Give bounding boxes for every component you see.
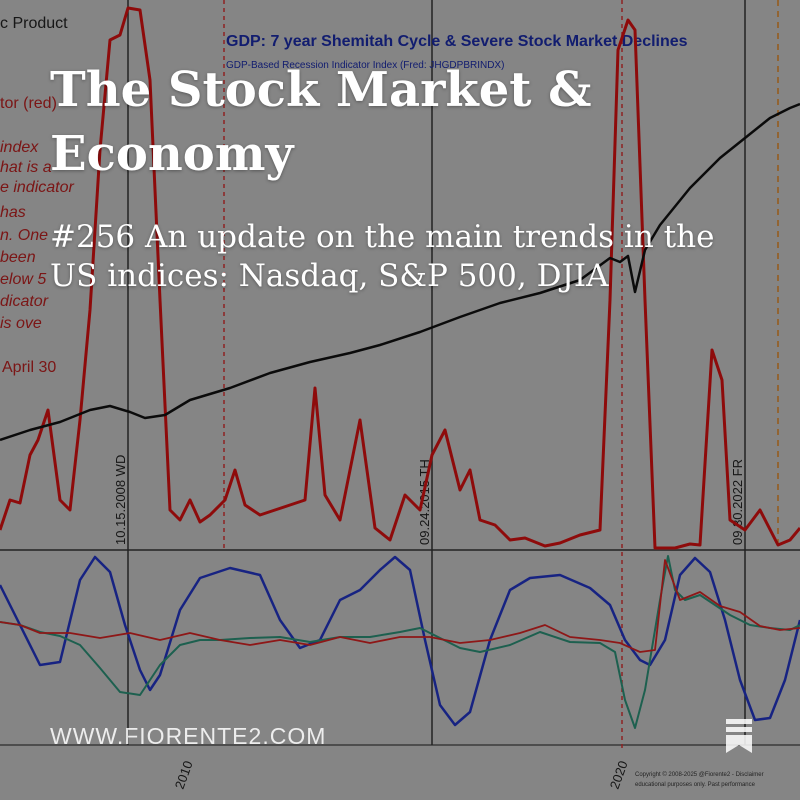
chart-title: GDP: 7 year Shemitah Cycle & Severe Stoc… bbox=[226, 33, 688, 50]
left-text: is ove bbox=[0, 315, 42, 332]
left-text: been bbox=[0, 249, 36, 266]
cycle-label-2015: 09.24.2015 TH bbox=[417, 459, 432, 545]
gdp-line bbox=[0, 102, 800, 442]
bookmark-icon[interactable] bbox=[726, 719, 752, 753]
cycle-label-2022: 09.30.2022 FR bbox=[730, 459, 745, 545]
copyright-text: Copyright © 2008-2025 @Fiorente2 - Discl… bbox=[635, 771, 764, 778]
left-text: e indicator bbox=[0, 179, 74, 196]
oscillator-blue-line bbox=[0, 555, 800, 727]
post-title: The Stock Market & Economy bbox=[50, 62, 592, 182]
left-text: n. One bbox=[0, 227, 48, 244]
site-url-link[interactable]: WWW.FIORENTE2.COM bbox=[50, 723, 327, 749]
oscillator-teal-line bbox=[0, 555, 800, 729]
left-text: c Product bbox=[0, 15, 68, 32]
oscillator-red-line bbox=[0, 559, 800, 653]
left-text: tor (red) bbox=[0, 95, 57, 112]
post-subtitle: #256 An update on the main trends in the… bbox=[50, 219, 715, 294]
left-text: index bbox=[0, 139, 39, 156]
chart-subtitle: GDP-Based Recession Indicator Index (Fre… bbox=[226, 60, 504, 71]
left-text: has bbox=[0, 204, 26, 221]
left-text: elow 5 bbox=[0, 271, 46, 288]
cycle-label-2008: 10.15.2008 WD bbox=[113, 455, 128, 545]
left-text: hat is a bbox=[0, 159, 52, 176]
left-text: dicator bbox=[0, 293, 49, 310]
left-text: April 30 bbox=[2, 359, 56, 376]
copyright-text: educational purposes only. Past performa… bbox=[635, 782, 756, 788]
recession-index-line bbox=[0, 6, 800, 550]
